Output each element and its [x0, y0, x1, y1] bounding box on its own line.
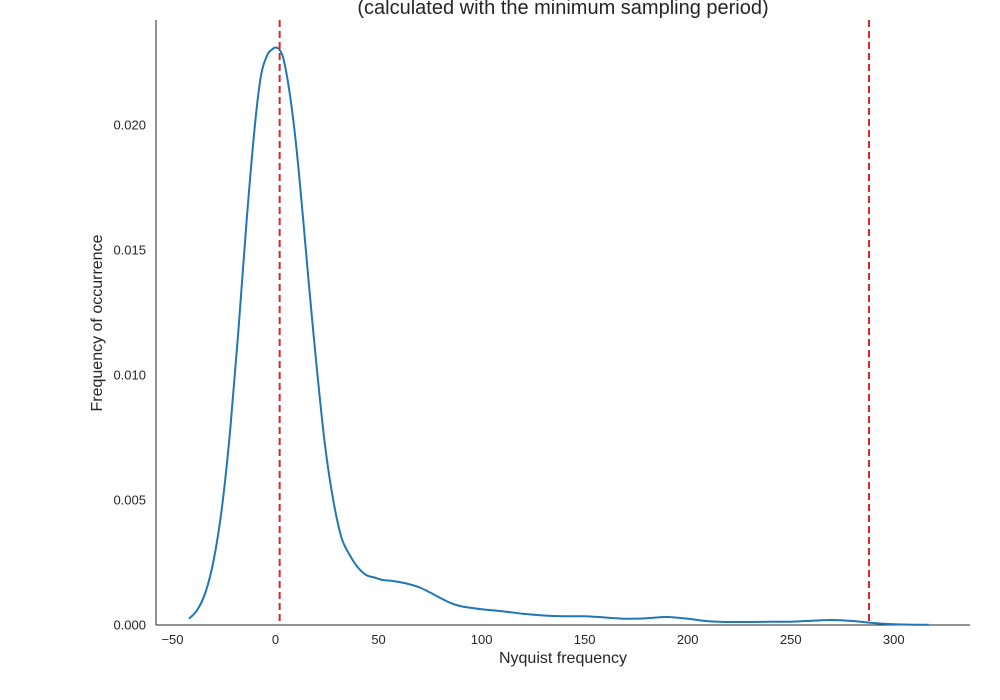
y-tick-label: 0.020: [113, 118, 146, 133]
y-axis-label: Frequency of occurrence: [89, 234, 106, 411]
x-tick-label: 300: [883, 632, 905, 647]
x-tick-labels: −50 0 50 100 150 200 250 300: [161, 632, 904, 647]
x-tick-label: 200: [677, 632, 699, 647]
y-tick-label: 0.005: [113, 493, 146, 508]
y-tick-labels: 0.000 0.005 0.010 0.015 0.020: [113, 118, 146, 633]
reference-lines: [278, 20, 871, 625]
y-tick-label: 0.010: [113, 368, 146, 383]
chart-title: (calculated with the minimum sampling pe…: [357, 0, 768, 19]
density-curve: [188, 46, 929, 626]
x-tick-label: 0: [272, 632, 279, 647]
y-tick-label: 0.015: [113, 243, 146, 258]
x-tick-label: −50: [161, 632, 183, 647]
x-tick-label: 250: [780, 632, 802, 647]
x-tick-label: 100: [471, 632, 493, 647]
x-tick-label: 50: [371, 632, 385, 647]
x-axis-label: Nyquist frequency: [499, 650, 627, 667]
x-tick-label: 150: [574, 632, 596, 647]
y-tick-label: 0.000: [113, 618, 146, 633]
